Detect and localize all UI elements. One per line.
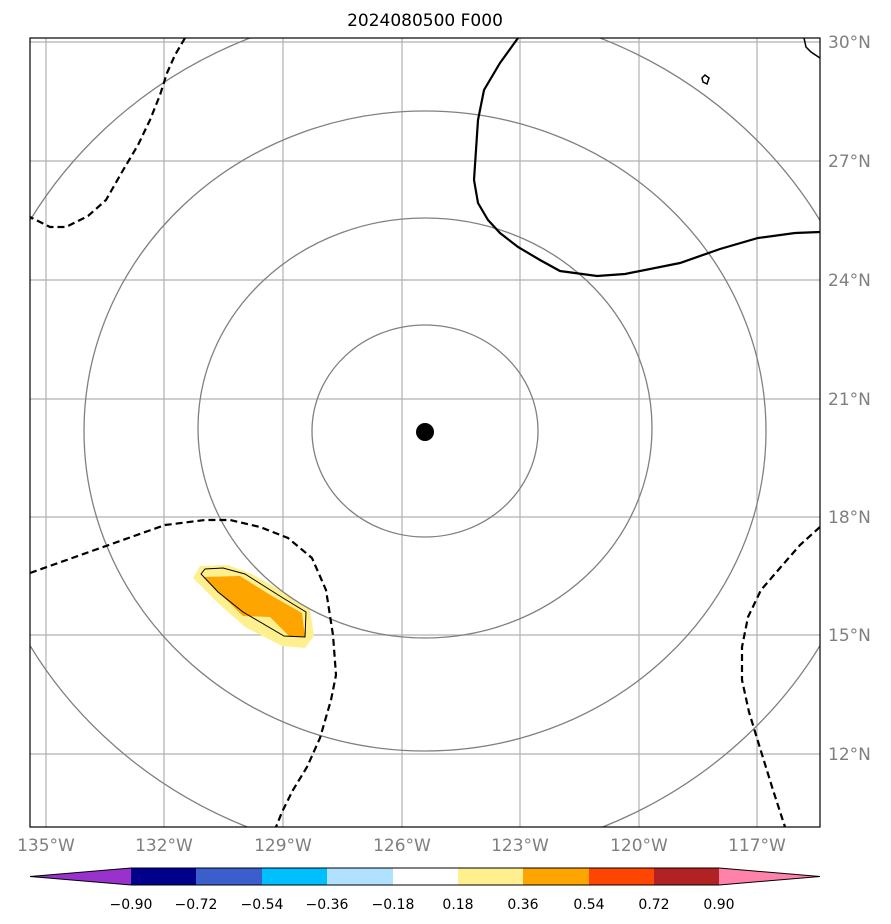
colorbar-bin bbox=[654, 868, 719, 885]
colorbar-bin bbox=[523, 868, 589, 885]
center-marker bbox=[416, 423, 434, 441]
longitude-tick-label: 126°W bbox=[373, 836, 431, 856]
shading-0.36-0.54 bbox=[203, 576, 305, 637]
contour-solid bbox=[472, 38, 820, 278]
colorbar-tick-label: −0.36 bbox=[306, 897, 349, 913]
colorbar-tick-label: −0.18 bbox=[372, 897, 415, 913]
range-ring-1 bbox=[311, 324, 539, 538]
longitude-tick-label: 135°W bbox=[17, 836, 75, 856]
colorbar-tick-label: 0.18 bbox=[442, 897, 473, 913]
latitude-labels: 30°N 27°N 24°N 21°N 18°N 15°N 12°N bbox=[828, 33, 871, 765]
shaded-field bbox=[193, 565, 314, 648]
latitude-tick-label: 15°N bbox=[828, 626, 871, 646]
map-frame bbox=[29, 37, 821, 828]
latitude-tick-label: 30°N bbox=[828, 33, 871, 53]
map-title: 2024080500 F000 bbox=[347, 11, 503, 31]
contour-dashed-se bbox=[740, 526, 820, 827]
colorbar-bin bbox=[262, 868, 327, 885]
colorbar-bin bbox=[131, 868, 196, 885]
colorbar-bin bbox=[393, 868, 458, 885]
colorbar-tick-label: 0.90 bbox=[703, 897, 734, 913]
colorbar-tick-label: −0.72 bbox=[175, 897, 218, 913]
colorbar-tick-label: −0.54 bbox=[241, 897, 284, 913]
colorbar-extend-high bbox=[719, 868, 820, 885]
range-rings bbox=[30, 38, 820, 827]
colorbar-bin bbox=[327, 868, 393, 885]
colorbar-bin bbox=[589, 868, 654, 885]
longitude-tick-label: 129°W bbox=[254, 836, 312, 856]
latitude-tick-label: 18°N bbox=[828, 508, 871, 528]
colorbar-bin bbox=[458, 868, 523, 885]
colorbar-extend-low bbox=[30, 868, 131, 885]
latitude-tick-label: 24°N bbox=[828, 271, 871, 291]
contour-dashed-sw bbox=[30, 518, 338, 827]
colorbar-tick-label: 0.54 bbox=[573, 897, 604, 913]
latitude-tick-label: 21°N bbox=[828, 390, 871, 410]
colorbar-tick-label: 0.72 bbox=[638, 897, 669, 913]
latitude-tick-label: 27°N bbox=[828, 152, 871, 172]
colorbar-tick-label: −0.90 bbox=[110, 897, 153, 913]
range-ring-2 bbox=[197, 217, 653, 639]
graticule bbox=[30, 38, 820, 827]
contour-solid-small bbox=[701, 74, 710, 86]
colorbar-outline bbox=[29, 867, 821, 886]
colorbar-bin bbox=[196, 868, 262, 885]
contours bbox=[30, 38, 820, 827]
contour-thin bbox=[200, 567, 307, 638]
colorbar bbox=[29, 867, 821, 886]
range-ring-3 bbox=[83, 110, 767, 752]
longitude-tick-label: 123°W bbox=[491, 836, 549, 856]
contour-dashed-nw bbox=[30, 38, 186, 229]
longitude-tick-label: 120°W bbox=[610, 836, 668, 856]
colorbar-tick-labels: −0.90 −0.72 −0.54 −0.36 −0.18 0.18 0.36 0.54 0.7… bbox=[110, 897, 735, 913]
longitude-tick-label: 117°W bbox=[728, 836, 786, 856]
longitude-labels: 135°W 132°W 129°W 126°W 123°W 120°W 117°W bbox=[17, 836, 786, 856]
colorbar-tick-label: 0.36 bbox=[507, 897, 538, 913]
map-area bbox=[30, 38, 820, 827]
longitude-tick-label: 132°W bbox=[135, 836, 193, 856]
latitude-tick-label: 12°N bbox=[828, 745, 871, 765]
contour-solid-corner bbox=[803, 38, 820, 59]
